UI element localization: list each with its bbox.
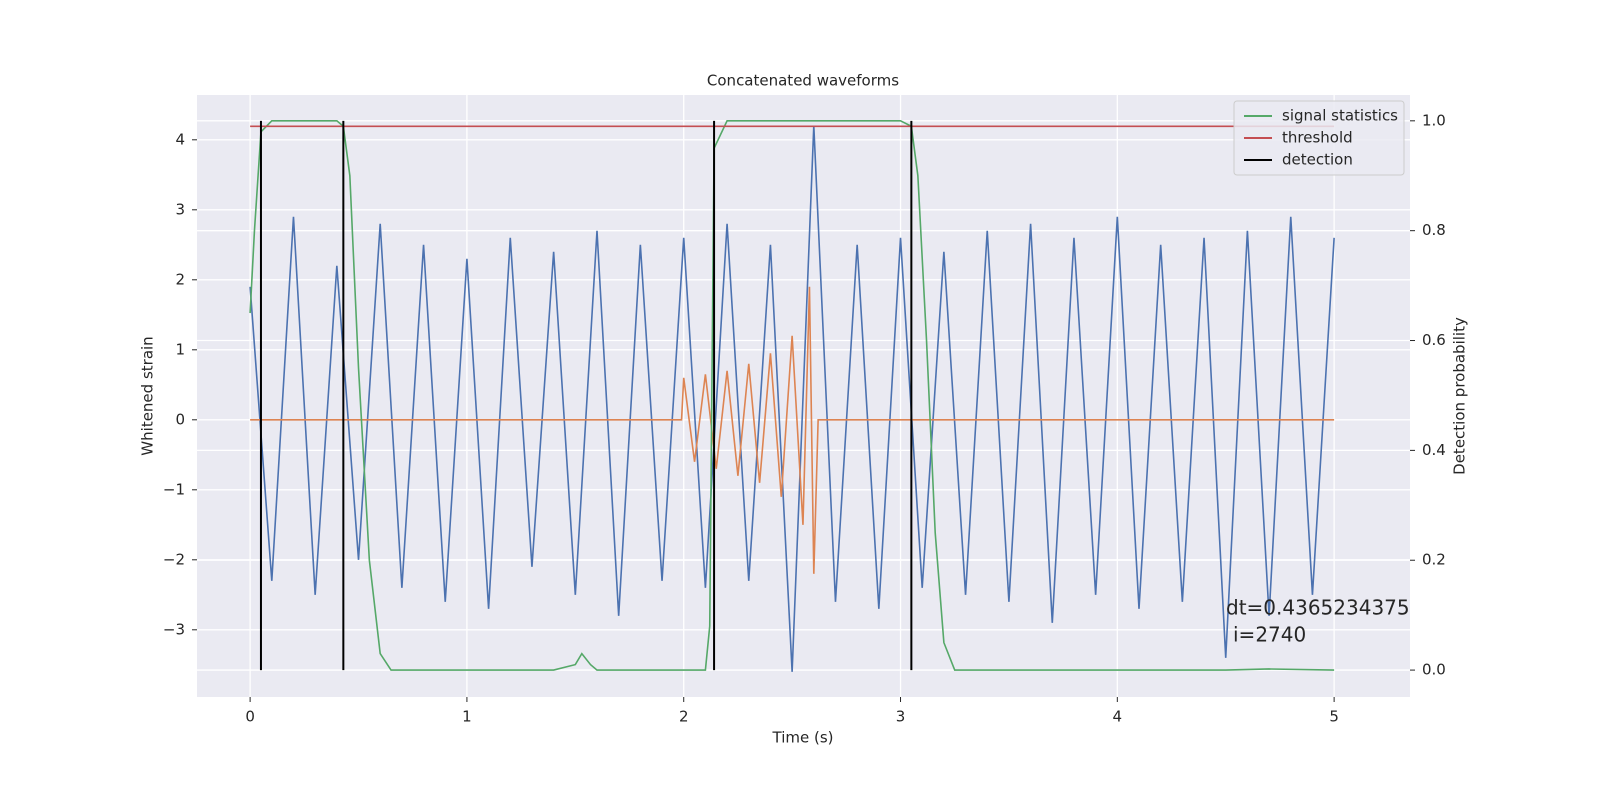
series-line (250, 286, 1335, 574)
annotation: dt=0.4365234375 (1226, 596, 1410, 620)
x-tick-label: 2 (679, 708, 689, 726)
y2-tick-label: 1.0 (1422, 111, 1446, 129)
x-axis-label: Time (s) (772, 729, 834, 747)
legend-label: detection (1282, 151, 1353, 169)
y2-tick-label: 0.6 (1422, 331, 1446, 349)
y2-tick-label: 0.4 (1422, 441, 1446, 459)
y-tick-label: 3 (175, 200, 185, 218)
y-tick-label: 2 (175, 270, 185, 288)
y-tick-label: −2 (163, 550, 185, 568)
y-tick-label: −3 (163, 620, 185, 638)
x-tick-label: 5 (1329, 708, 1339, 726)
x-tick-label: 3 (896, 708, 906, 726)
grid (197, 95, 1410, 697)
series-line (249, 125, 1335, 672)
x-tick-label: 0 (245, 708, 255, 726)
legend-label: threshold (1282, 129, 1353, 147)
y2-tick-label: 0.8 (1422, 221, 1446, 239)
y2-tick-label: 0.2 (1422, 551, 1446, 569)
y-tick-label: −1 (163, 480, 185, 498)
x-tick-label: 1 (462, 708, 472, 726)
y-axis-label: Whitened strain (139, 336, 157, 455)
legend-label: signal statistics (1282, 107, 1398, 125)
marks (249, 120, 1335, 672)
annotation: i=2740 (1233, 623, 1306, 647)
chart-title: Concatenated waveforms (707, 72, 899, 90)
y2-tick-label: 0.0 (1422, 661, 1446, 679)
y-tick-label: 4 (175, 130, 185, 148)
x-tick-label: 4 (1113, 708, 1123, 726)
y-tick-label: 1 (175, 340, 185, 358)
y-tick-label: 0 (175, 410, 185, 428)
y2-axis-label: Detection probability (1451, 317, 1469, 475)
legend-box (1233, 100, 1405, 176)
